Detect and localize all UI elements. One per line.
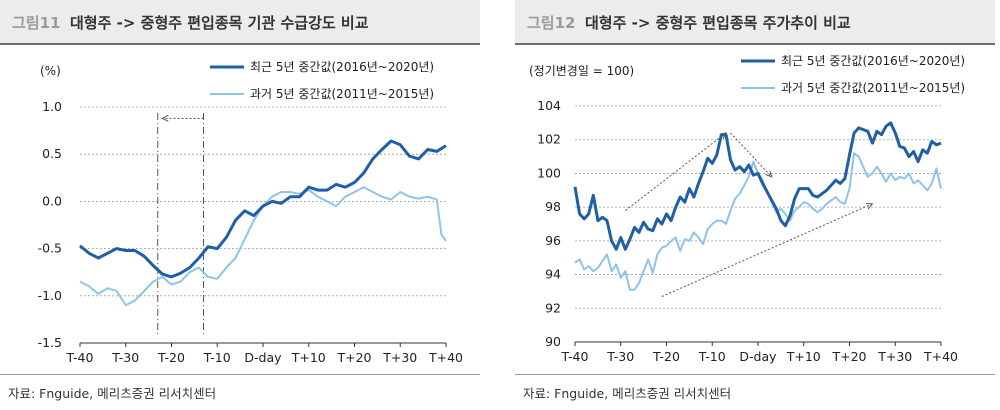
x-tick-label: T-40 [561, 349, 589, 364]
series-line-past [79, 186, 447, 307]
legend-label: 과거 5년 중간값(2011년~2015년) [781, 81, 965, 95]
annotation-arrow [661, 204, 872, 297]
x-tick-label: D-day [739, 349, 777, 364]
y-tick-label: 94 [545, 267, 561, 282]
x-tick-label: T-30 [111, 350, 139, 365]
legend-label: 최근 5년 중간값(2016년~2020년) [781, 54, 965, 68]
series-line-recent [79, 139, 447, 279]
supply-strength-chart: (%) 1.0 0.5 0.0 -0.5 -1.0 -1.5 T-40 T-30 T-20 T-10… [38, 60, 463, 365]
figure-title: 대형주 -> 중형주 편입종목 기관 수급강도 비교 [70, 14, 369, 32]
x-tick-label: T+30 [877, 349, 912, 364]
y-tick-label: 1.0 [42, 99, 62, 114]
source-divider [0, 374, 480, 375]
y-tick-label: -1.5 [38, 335, 62, 350]
y-tick-label: 104 [537, 98, 561, 113]
x-tick-label: T-10 [203, 350, 231, 365]
figure-12-panel: 그림12 대형주 -> 중형주 편입종목 주가추이 비교 (정기변경일 = 10… [515, 0, 995, 410]
figure-number: 그림12 [527, 14, 576, 32]
x-tick-label: T-10 [698, 349, 726, 364]
legend-label: 최근 5년 중간값(2016년~2020년) [250, 60, 434, 74]
x-tick-label: T+40 [428, 350, 463, 365]
y-tick-label: 0.0 [42, 193, 62, 208]
x-tick-label: T-40 [66, 350, 94, 365]
x-tick-label: T+30 [382, 350, 417, 365]
x-tick-label: T+20 [831, 349, 866, 364]
source-divider [515, 374, 995, 375]
x-tick-label: T+40 [923, 349, 958, 364]
price-trend-chart: (정기변경일 = 100) 104 102 100 98 96 94 92 90T-40 T-30… [529, 54, 965, 364]
y-tick-label: 96 [545, 233, 561, 248]
source-note: 자료: Fnguide, 메리츠증권 리서치센터 [8, 386, 217, 401]
x-tick-label: T-20 [652, 349, 680, 364]
y-tick-label: 100 [537, 165, 561, 180]
legend-label: 과거 5년 중간값(2011년~2015년) [250, 87, 434, 101]
figure-title: 대형주 -> 중형주 편입종목 주가추이 비교 [585, 14, 851, 32]
x-tick-label: D-day [244, 350, 282, 365]
y-tick-label: 98 [545, 199, 561, 214]
annotation-arrow [625, 133, 726, 211]
figure-title-bar: 그림12 대형주 -> 중형주 편입종목 주가추이 비교 [515, 0, 995, 45]
x-tick-label: T-30 [606, 349, 634, 364]
x-tick-label: T+10 [291, 350, 326, 365]
x-tick-label: T-20 [157, 350, 185, 365]
y-tick-label: -1.0 [38, 288, 62, 303]
y-tick-label: 102 [537, 132, 561, 147]
figure-title-bar: 그림11 대형주 -> 중형주 편입종목 기관 수급강도 비교 [0, 0, 480, 45]
series-line-recent [573, 121, 942, 251]
x-tick-label: T+10 [786, 349, 821, 364]
y-unit-label: (정기변경일 = 100) [529, 64, 634, 78]
x-tick-label: T+20 [336, 350, 371, 365]
y-tick-label: 92 [545, 300, 561, 315]
source-note: 자료: Fnguide, 메리츠증권 리서치센터 [523, 386, 732, 401]
y-unit-label: (%) [40, 64, 61, 78]
y-tick-label: 90 [545, 334, 561, 349]
figure-11-panel: 그림11 대형주 -> 중형주 편입종목 기관 수급강도 비교 (%) 1.0 0.… [0, 0, 480, 410]
y-tick-label: -0.5 [38, 241, 62, 256]
y-tick-label: 0.5 [42, 146, 62, 161]
figure-number: 그림11 [12, 14, 61, 32]
